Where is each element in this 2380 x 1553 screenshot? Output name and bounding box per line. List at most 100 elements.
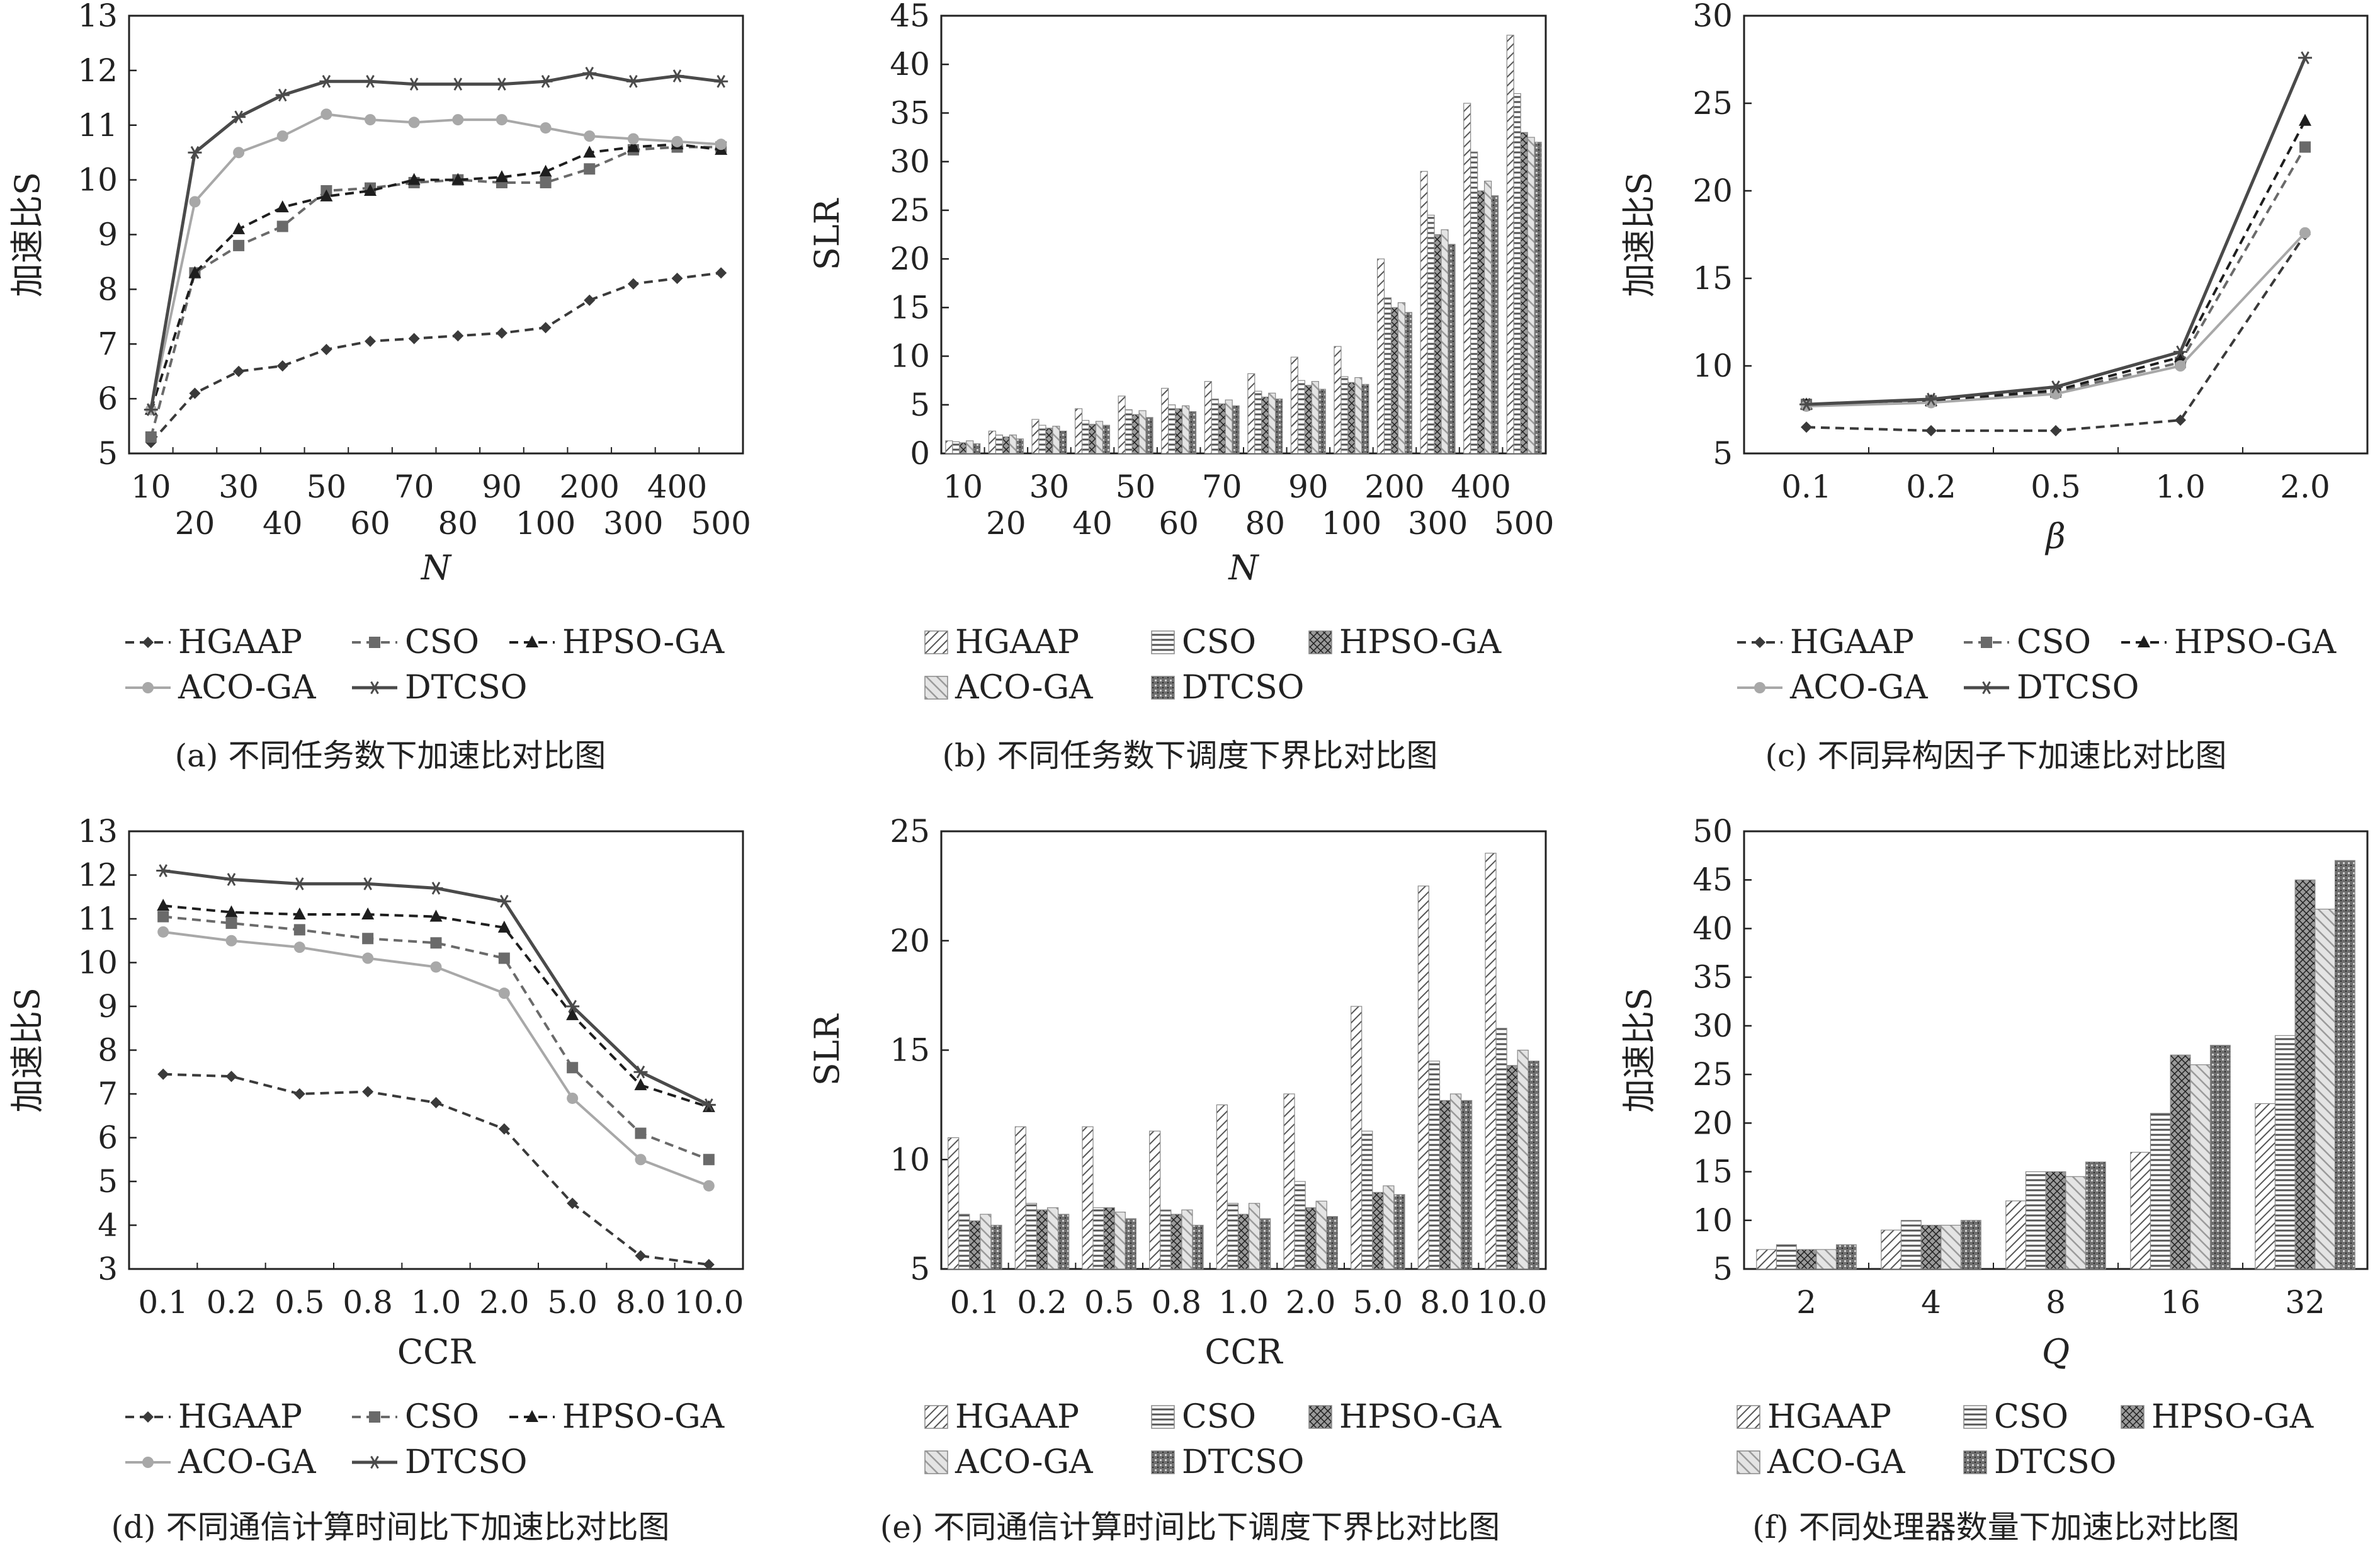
point-dtcso [2049,380,2063,394]
point-cso [430,937,442,949]
y-tick-label: 7 [98,326,118,362]
bar-hgaap [1881,1229,1902,1270]
point-hgaap [1925,424,1937,436]
y-tick-label: 15 [1692,260,1733,297]
x-tick-label: 80 [438,505,479,542]
bar-hgaap [1506,35,1514,454]
point-aco-ga [635,1154,647,1166]
y-tick-label: 20 [1692,173,1733,209]
series-hgaap [1756,1103,2276,1270]
point-cso [225,917,237,929]
chart-caption: (c) 不同异构因子下加速比对比图 [1765,737,2227,774]
point-aco-ga [496,114,507,126]
bar-aco-ga [1181,1209,1193,1270]
y-tick-label: 25 [1692,85,1733,122]
x-tick-label: 70 [1202,469,1242,505]
line-hpso-ga [1806,120,2306,406]
legend-item-hgaap: HGAAP [123,1398,302,1436]
point-cso [369,637,380,648]
y-axis-title: SLR [807,1013,847,1086]
bar-aco-ga [966,440,974,454]
bar-cso [995,435,1003,454]
bar-hpso-ga [1036,1209,1048,1270]
point-hgaap [142,637,154,648]
x-tick-label: 400 [1451,469,1510,505]
plot-frame [128,14,744,455]
legend-item-dtcso: DTCSO [349,1443,527,1481]
series-cso [1776,1035,2296,1270]
series-cso [157,911,715,1166]
legend-label: HGAAP [955,1398,1079,1436]
chart-caption: (f) 不同处理器数量下加速比对比图 [1752,1509,2240,1545]
legend-swatch [1151,630,1175,654]
legend-swatch [1151,1405,1175,1429]
series-hgaap [948,853,1497,1270]
bar-cso [1297,380,1305,454]
point-hpso-ga [2174,350,2187,363]
bar-hgaap [1031,419,1040,454]
y-tick-label: 25 [890,192,930,229]
x-axis-title: N [420,548,452,588]
bar-cso [1340,376,1349,454]
y-tick-label: 6 [98,380,118,417]
point-aco-ga [2050,388,2061,400]
x-tick-label: 20 [175,505,215,542]
point-dtcso [429,882,443,895]
x-tick-label: 10.0 [1477,1284,1547,1321]
series-dtcso [144,66,728,416]
series-aco-ga [980,1049,1529,1270]
legend-label: ACO-GA [1790,669,1928,707]
point-hpso-ga [429,909,443,922]
chart-svg-f: 5 10 15 20 25 30 35 40 45 50 2 4 8 16 32 Q 加速比S [1619,813,2369,1372]
chart-caption: (d) 不同通信计算时间比下加速比对比图 [111,1509,670,1545]
bar-aco-ga [1138,410,1147,454]
point-hgaap [142,1411,154,1423]
legend-label: HPSO-GA [1339,623,1502,661]
plot-frame [128,830,744,1270]
legend-label: ACO-GA [955,669,1093,707]
bar-hpso-ga [1390,307,1399,454]
y-tick-label: 3 [98,1251,118,1287]
legend-label: HPSO-GA [562,1398,725,1436]
bar-aco-ga [980,1214,992,1270]
legend-swatch [2121,1405,2145,1429]
point-hgaap [293,1088,305,1100]
bar-hgaap [1756,1249,1777,1270]
bar-hgaap [1376,258,1385,454]
chart-svg-d: 3 4 5 6 7 8 9 10 11 12 13 0.1 0.2 0.5 0.8 1.0 2.0 5.0 8.0 1… [8,813,744,1372]
point-cso [293,924,305,936]
point-hgaap [233,365,245,377]
point-aco-ga [567,1092,579,1104]
x-tick-label: 0.1 [138,1284,188,1321]
bar-cso [1294,1181,1306,1270]
x-tick-label: 100 [516,505,575,542]
legend-item-dtcso: DTCSO [1149,669,1304,707]
bar-hpso-ga [1237,1214,1250,1270]
x-tick-label: 100 [1322,505,1381,542]
point-hgaap [635,1250,647,1262]
legend-label: HPSO-GA [562,623,725,661]
legend-item-dtcso: DTCSO [1961,1443,2116,1481]
bar-aco-ga [1441,229,1449,454]
point-aco-ga [320,108,332,120]
bar-hgaap [1074,408,1083,454]
y-tick-label: 9 [98,988,118,1025]
point-hgaap [627,278,639,290]
bar-cso [1361,1130,1373,1270]
point-cso [369,1411,380,1423]
point-dtcso [1980,681,1993,695]
bar-dtcso [973,443,981,454]
y-tick-label: 5 [910,1251,930,1287]
bar-cso [1038,424,1046,454]
legend-swatch [509,1410,555,1422]
legend-label: CSO [1182,623,1257,661]
bar-dtcso [1448,244,1456,454]
bar-dtcso [1460,1100,1473,1270]
point-hpso-ga [320,189,333,202]
bar-cso [1092,1207,1104,1270]
series-dtcso [1835,860,2355,1270]
point-aco-ga [142,682,154,693]
y-tick-label: 45 [890,0,930,34]
legend-label: CSO [2017,623,2092,661]
bar-aco-ga [1484,180,1492,454]
